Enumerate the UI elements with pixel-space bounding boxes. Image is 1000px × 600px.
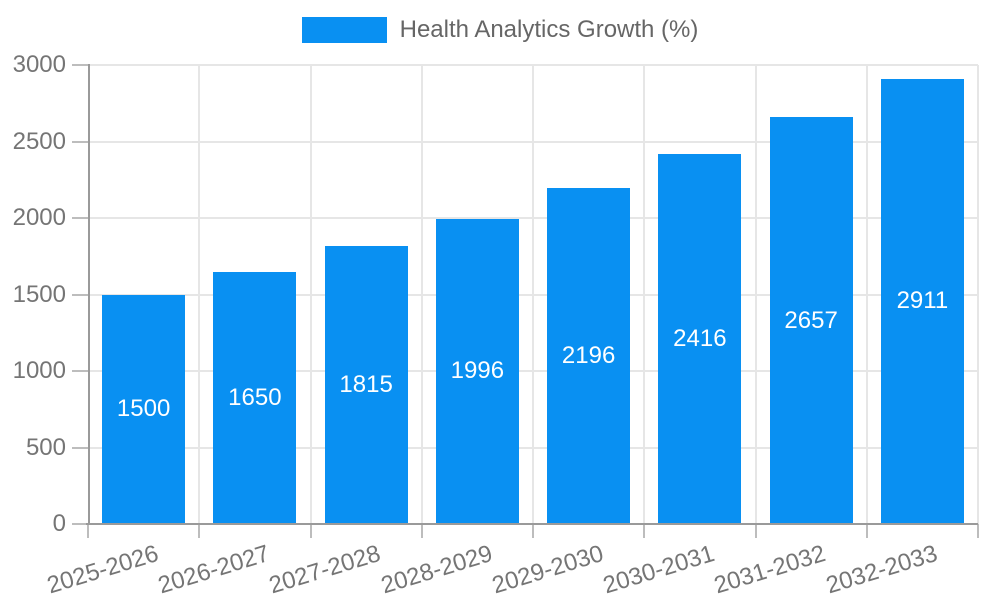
bar <box>547 188 631 524</box>
y-tick-label: 2500 <box>12 127 66 155</box>
legend: Health Analytics Growth (%) <box>0 17 1000 43</box>
bar <box>435 218 519 524</box>
x-tick-label: 2030-2031 <box>600 540 718 600</box>
x-tick-label: 2032-2033 <box>822 540 941 600</box>
y-tick-label: 3000 <box>12 51 66 78</box>
bar-value-label: 2416 <box>673 325 727 353</box>
bar-value-label: 2911 <box>896 287 949 315</box>
y-axis-line <box>88 64 90 525</box>
x-gridline <box>977 65 979 524</box>
x-tick <box>754 524 757 538</box>
y-tick <box>72 64 88 66</box>
y-tick-label: 0 <box>52 510 66 537</box>
bar <box>658 154 742 524</box>
x-tick <box>643 524 646 538</box>
y-tick <box>72 370 88 372</box>
bar <box>880 78 964 524</box>
bar-value-label: 1650 <box>228 383 282 411</box>
x-axis-line <box>86 523 978 525</box>
x-tick-label: 2028-2029 <box>377 540 496 600</box>
y-tick-label: 2000 <box>12 204 66 231</box>
x-tick-label: 2031-2032 <box>711 540 830 600</box>
x-gridline <box>420 65 423 524</box>
legend-swatch <box>301 17 387 43</box>
y-tick <box>72 217 88 219</box>
x-tick <box>977 524 979 538</box>
x-tick <box>309 524 312 538</box>
bar <box>213 271 297 524</box>
x-gridline <box>643 65 646 524</box>
y-tick <box>72 140 88 143</box>
bar-value-label: 2196 <box>561 342 616 369</box>
y-tick-label: 1500 <box>12 280 66 308</box>
bar-value-label: 1815 <box>339 371 393 399</box>
x-tick <box>420 524 423 538</box>
x-gridline <box>532 65 534 524</box>
x-tick-label: 2025-2026 <box>43 540 162 600</box>
x-gridline <box>309 65 312 524</box>
bar <box>102 294 186 524</box>
x-tick <box>865 524 868 538</box>
x-tick <box>87 524 89 538</box>
legend-label: Health Analytics Growth (%) <box>399 16 699 43</box>
plot-area: 0 500 1000 1500 2000 2500 3000 1500 2025-2026 165… <box>13 51 979 599</box>
bar-value-label: 2657 <box>784 306 838 334</box>
x-gridline <box>198 65 201 524</box>
y-tick <box>72 523 88 525</box>
bar <box>324 246 408 524</box>
y-tick-label: 500 <box>25 433 66 461</box>
bar-value-label: 1996 <box>450 357 505 385</box>
x-tick <box>532 524 534 538</box>
x-tick-label: 2026-2027 <box>155 540 273 600</box>
y-tick <box>72 293 88 296</box>
x-tick-label: 2029-2030 <box>488 540 607 600</box>
y-tick-label: 1000 <box>12 357 66 384</box>
bar <box>769 117 853 524</box>
y-tick <box>72 446 88 449</box>
bar-value-label: 1500 <box>116 395 171 423</box>
x-tick <box>198 524 201 538</box>
x-tick-label: 2027-2028 <box>266 540 385 600</box>
x-gridline <box>865 65 868 524</box>
x-gridline <box>754 65 757 524</box>
